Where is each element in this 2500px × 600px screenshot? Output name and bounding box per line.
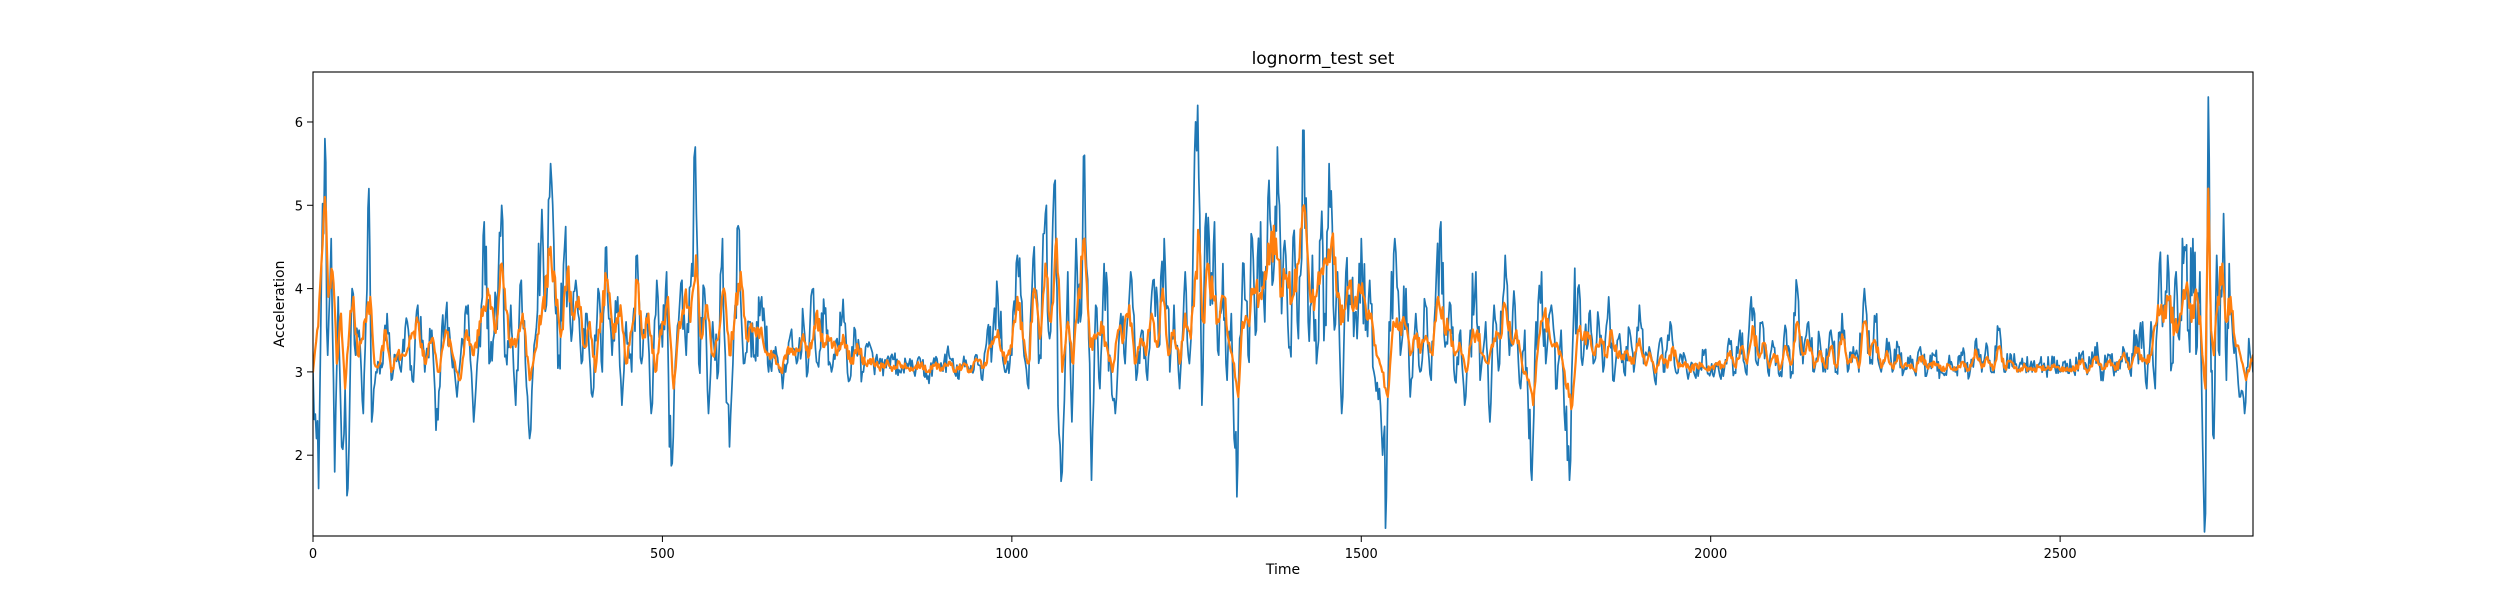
y-tick-label: 4 <box>295 283 303 298</box>
x-axis-label: Time <box>1265 562 1300 578</box>
x-tick-label: 0 <box>309 547 317 562</box>
y-axis: 2 3 4 5 6 <box>295 116 313 464</box>
y-tick-label: 6 <box>295 116 303 131</box>
x-tick-label: 2500 <box>2044 547 2077 562</box>
y-tick-label: 2 <box>295 449 303 464</box>
series-line-2 <box>313 187 2253 411</box>
y-tick-label: 3 <box>295 366 303 381</box>
x-tick-label: 2000 <box>1694 547 1727 562</box>
series-layer <box>313 96 2253 533</box>
x-axis: 0 500 1000 1500 2000 2500 <box>309 536 2077 562</box>
x-tick-label: 500 <box>650 547 675 562</box>
plot-frame <box>312 71 2254 537</box>
chart-title: lognorm_test set <box>1252 49 1395 69</box>
series-line-1 <box>313 96 2253 533</box>
x-tick-label: 1000 <box>995 547 1028 562</box>
y-tick-label: 5 <box>295 199 303 214</box>
y-axis-label: Acceleration <box>272 261 288 348</box>
x-tick-label: 1500 <box>1345 547 1378 562</box>
